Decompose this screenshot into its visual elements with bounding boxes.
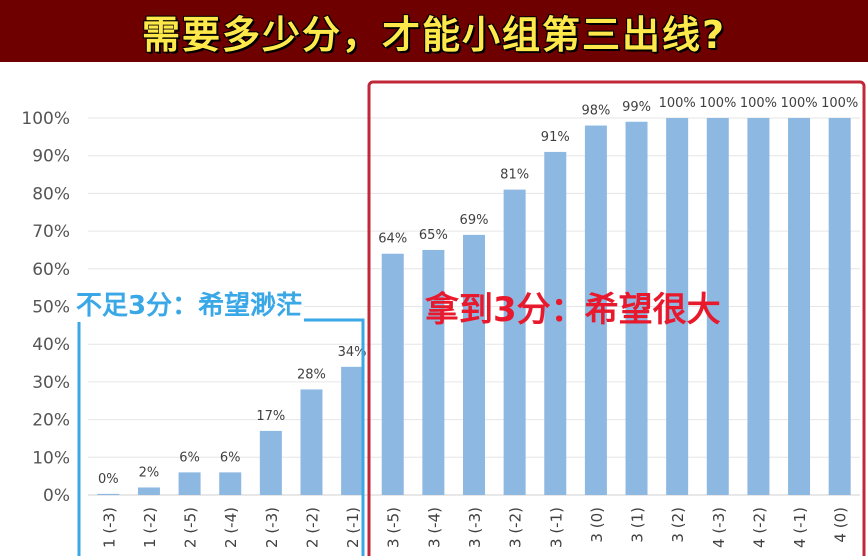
data-labels: 0% 2% 6% 6% 17% 28% 34% 64% 65% 69% 81% 91% 98% 99% 10… [98,96,858,487]
x-tick-label: 3 (-2) [507,507,525,548]
x-tick-label: 3 (2) [669,507,687,543]
y-tick-label: 60% [32,260,70,280]
x-tick-label: 2 (-5) [182,507,200,548]
x-tick-label: 3 (0) [588,507,606,543]
x-axis-ticks: 1 (-3) 1 (-2) 2 (-5) 2 (-4) 2 (-3) 2 (-2) 2 (-… [100,507,849,548]
title-banner: 需要多少分，才能小组第三出线? [0,0,868,62]
bar [300,389,323,495]
x-tick-label: 3 (-3) [466,507,484,548]
data-label: 98% [581,104,610,119]
page-title: 需要多少分，才能小组第三出线? [141,12,727,57]
bar [666,118,689,495]
bar [137,487,160,495]
data-label: 17% [256,409,285,424]
data-label: 6% [220,450,241,465]
bar [828,118,851,495]
data-label: 100% [659,96,696,111]
bar [259,430,282,495]
y-axis-ticks: 0% 10% 20% 30% 40% 50% 60% 70% 80% 90% 100% [21,109,70,506]
bar [788,118,811,495]
data-label: 28% [297,367,326,382]
y-tick-label: 70% [32,222,70,242]
x-tick-label: 3 (-4) [425,507,443,548]
data-label: 69% [460,213,489,228]
y-tick-label: 0% [43,486,70,506]
bar [706,118,729,495]
data-label: 100% [699,96,736,111]
x-tick-label: 2 (-1) [344,507,362,548]
x-tick-label: 2 (-3) [263,507,281,548]
x-tick-label: 4 (-1) [791,507,809,548]
x-tick-label: 4 (-3) [710,507,728,548]
data-label: 100% [740,96,777,111]
data-label: 64% [378,232,407,247]
data-label: 100% [821,96,858,111]
data-label: 81% [500,168,529,183]
y-tick-label: 80% [32,184,70,204]
chart-area: 0% 10% 20% 30% 40% 50% 60% 70% 80% 90% 100% 0% 2% 6%… [0,62,868,556]
bar [747,118,770,495]
bar [584,125,607,495]
bar [219,472,242,495]
data-label: 6% [179,450,200,465]
y-tick-label: 10% [32,448,70,468]
bar [503,189,526,495]
x-tick-label: 4 (-2) [750,507,768,548]
x-tick-label: 2 (-2) [303,507,321,548]
bar [341,366,364,495]
x-tick-label: 3 (1) [629,507,647,543]
bar [625,121,648,495]
x-tick-label: 3 (-5) [385,507,403,548]
data-label: 34% [338,345,367,360]
data-label: 0% [98,472,119,487]
high-points-highlight-box [367,80,866,556]
bars [97,118,851,495]
bar [97,493,120,495]
bar [422,249,445,495]
data-label: 99% [622,100,651,115]
bar [381,253,404,495]
y-tick-label: 40% [32,335,70,355]
bar-chart: 0% 10% 20% 30% 40% 50% 60% 70% 80% 90% 100% 0% 2% 6%… [21,80,866,556]
data-label: 2% [139,465,160,480]
x-tick-label: 1 (-3) [100,507,118,548]
bar [544,151,567,495]
x-tick-label: 3 (-1) [547,507,565,548]
y-tick-label: 20% [32,411,70,431]
bar [178,472,201,495]
low-points-annotation: 不足3分：希望渺茫 [74,285,305,322]
high-points-annotation: 拿到3分：希望很大 [425,290,721,330]
data-label: 91% [541,130,570,145]
y-tick-label: 30% [32,373,70,393]
y-tick-label: 90% [32,147,70,167]
bar [463,234,485,495]
x-tick-label: 1 (-2) [141,507,159,548]
data-label: 65% [419,228,448,243]
y-tick-label: 50% [32,298,70,318]
data-label: 100% [780,96,817,111]
x-tick-label: 2 (-4) [222,507,240,548]
y-tick-label: 100% [21,109,70,129]
x-tick-label: 4 (0) [832,507,850,543]
